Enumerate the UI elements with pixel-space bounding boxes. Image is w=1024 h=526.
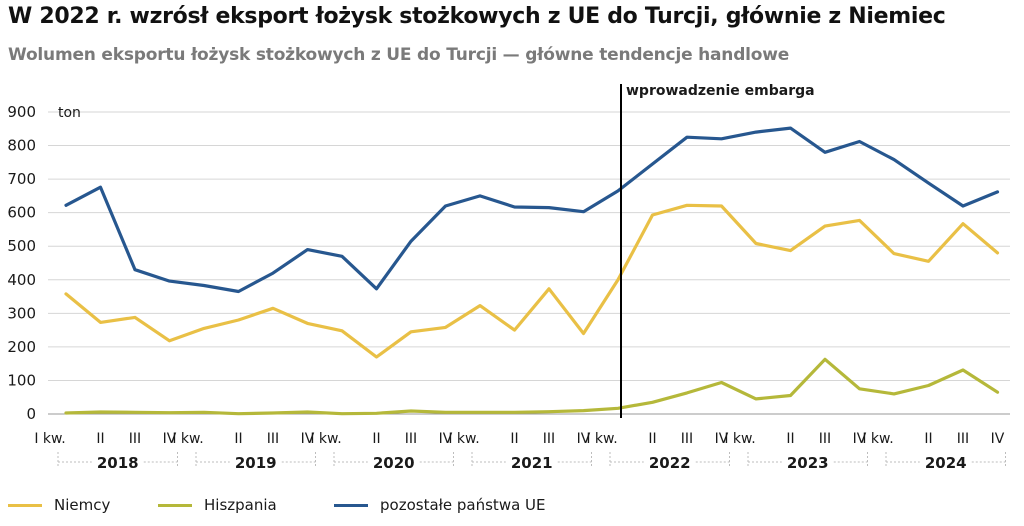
- x-tick-label: I kw.: [724, 431, 755, 447]
- series-line-1: [64, 357, 1000, 416]
- x-tick-label: IV: [577, 431, 591, 447]
- x-tick-label: IV: [853, 431, 867, 447]
- y-tick-label: 900: [7, 103, 36, 121]
- x-tick-label: I kw.: [862, 431, 893, 447]
- legend-label: Niemcy: [54, 496, 111, 514]
- series-line-0: [64, 203, 1000, 359]
- y-tick-label: 300: [7, 304, 36, 322]
- legend-item: Niemcy: [8, 490, 110, 520]
- series-line-2: [64, 126, 1000, 294]
- y-tick-label: 800: [7, 137, 36, 155]
- chart-legend: Niemcy Hiszpania pozostałe państwa UE: [8, 490, 1008, 520]
- x-tick-label: I kw.: [172, 431, 203, 447]
- embargo-annotation-label: wprowadzenie embarga: [626, 83, 815, 99]
- x-tick-label: II: [924, 431, 932, 447]
- x-tick-label: III: [819, 431, 831, 447]
- y-axis-unit-label: ton: [58, 105, 81, 121]
- x-tick-label: IV: [991, 431, 1005, 447]
- x-tick-label: II: [372, 431, 380, 447]
- legend-item: Hiszpania: [158, 490, 277, 520]
- x-tick-label: III: [405, 431, 417, 447]
- x-year-label: 2020: [373, 454, 415, 472]
- x-year-label: 2022: [649, 454, 691, 472]
- x-year-label: 2024: [925, 454, 967, 472]
- x-tick-label: IV: [715, 431, 729, 447]
- y-tick-label: 500: [7, 237, 36, 255]
- x-tick-label: III: [957, 431, 969, 447]
- x-tick-label: I kw.: [310, 431, 341, 447]
- x-year-label: 2021: [511, 454, 553, 472]
- x-tick-label: IV: [301, 431, 315, 447]
- legend-swatch: [334, 503, 368, 507]
- y-tick-label: 100: [7, 371, 36, 389]
- x-tick-label: III: [681, 431, 693, 447]
- y-tick-label: 0: [26, 405, 36, 423]
- y-tick-label: 700: [7, 170, 36, 188]
- x-tick-label: II: [510, 431, 518, 447]
- legend-swatch: [158, 503, 192, 507]
- x-tick-label: IV: [439, 431, 453, 447]
- x-tick-label: I kw.: [586, 431, 617, 447]
- y-tick-label: 600: [7, 204, 36, 222]
- x-year-label: 2023: [787, 454, 829, 472]
- legend-item: pozostałe państwa UE: [334, 490, 546, 520]
- x-tick-label: III: [543, 431, 555, 447]
- x-year-label: 2018: [97, 454, 139, 472]
- x-tick-label: II: [96, 431, 104, 447]
- chart-title: W 2022 r. wzrósł eksport łożysk stożkowy…: [8, 4, 946, 29]
- x-tick-label: I kw.: [34, 431, 65, 447]
- x-tick-label: I kw.: [448, 431, 479, 447]
- x-tick-label: II: [648, 431, 656, 447]
- x-tick-label: IV: [163, 431, 177, 447]
- y-tick-label: 200: [7, 338, 36, 356]
- legend-swatch: [8, 503, 42, 507]
- x-tick-label: III: [129, 431, 141, 447]
- chart-subtitle: Wolumen eksportu łożysk stożkowych z UE …: [8, 45, 790, 65]
- x-tick-label: II: [234, 431, 242, 447]
- legend-label: pozostałe państwa UE: [380, 496, 546, 514]
- y-tick-label: 400: [7, 271, 36, 289]
- legend-label: Hiszpania: [204, 496, 277, 514]
- x-tick-label: II: [786, 431, 794, 447]
- x-year-label: 2019: [235, 454, 277, 472]
- x-tick-label: III: [267, 431, 279, 447]
